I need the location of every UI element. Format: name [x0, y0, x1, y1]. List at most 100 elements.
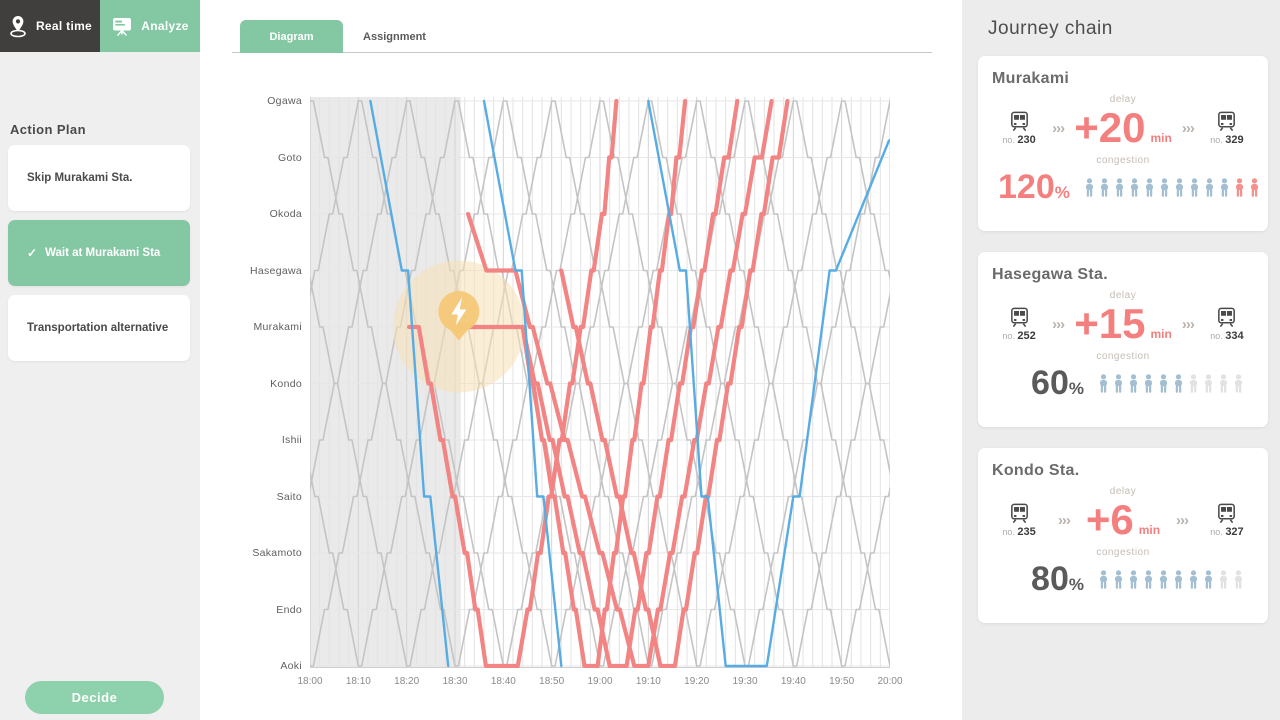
congestion-people-icons — [1097, 373, 1245, 393]
analyze-screen-icon — [113, 18, 132, 36]
tab-analyze[interactable]: Analyze — [100, 0, 200, 52]
chevron-right-icon: ››› — [1176, 511, 1189, 529]
person-icon — [1159, 373, 1168, 393]
delayed-late-climb-line — [559, 98, 790, 668]
congestion-row: 80% — [992, 562, 1254, 596]
journey-card-2[interactable]: Hasegawa Sta. delay no. 252 ››› +15 min … — [978, 252, 1268, 427]
scheduled-train-line — [310, 467, 360, 667]
train-from-block: no. 252 — [996, 306, 1042, 342]
delay-unit: min — [1150, 131, 1172, 145]
delay-label: delay — [1109, 94, 1137, 105]
train-to-number: no. 329 — [1210, 134, 1244, 146]
person-icon — [1099, 373, 1108, 393]
action-option-1[interactable]: Skip Murakami Sta. — [8, 145, 190, 211]
person-icon — [1204, 569, 1213, 589]
person-icon — [1189, 373, 1198, 393]
time-label-1930: 19:30 — [732, 676, 758, 687]
person-icon — [1174, 569, 1183, 589]
person-icon — [1130, 177, 1138, 197]
train-from-block: no. 235 — [996, 502, 1042, 538]
action-plan-options: Skip Murakami Sta. ✓ Wait at Murakami Sta T… — [8, 145, 190, 361]
congestion-label: congestion — [1096, 351, 1150, 362]
station-label-murakami: Murakami — [253, 321, 302, 333]
diagram-plot[interactable] — [310, 97, 890, 668]
diagram-tab-bar: Diagram Assignment — [240, 20, 446, 53]
time-label-1940: 19:40 — [780, 676, 806, 687]
train-icon — [1218, 503, 1236, 524]
action-option-3[interactable]: Transportation alternative — [8, 295, 190, 361]
scheduled-train-line — [310, 100, 456, 667]
action-plan-title: Action Plan — [10, 122, 86, 137]
train-icon — [1010, 111, 1028, 132]
person-icon — [1234, 373, 1243, 393]
delay-label: delay — [1109, 486, 1137, 497]
train-to-number: no. 334 — [1210, 330, 1244, 342]
person-icon — [1189, 569, 1198, 589]
journey-chain-panel: Journey chain Murakami delay no. 230 ›››… — [962, 0, 1280, 720]
congestion-label: congestion — [1096, 155, 1150, 166]
person-icon — [1204, 373, 1213, 393]
scheduled-train-line — [840, 100, 890, 283]
time-label-1850: 18:50 — [539, 676, 565, 687]
journey-card-station: Kondo Sta. — [992, 462, 1080, 479]
person-icon — [1129, 569, 1138, 589]
train-to-block: no. 329 — [1204, 110, 1250, 146]
person-icon — [1144, 569, 1153, 589]
action-option-label: Wait at Murakami Sta — [45, 247, 161, 259]
delay-label: delay — [1109, 290, 1137, 301]
station-label-kondo: Kondo — [270, 377, 302, 390]
time-label-1840: 18:40 — [490, 676, 516, 687]
action-option-2[interactable]: ✓ Wait at Murakami Sta — [8, 220, 190, 286]
station-label-aoki: Aoki — [280, 660, 302, 672]
action-option-label: Skip Murakami Sta. — [27, 172, 133, 184]
tab-real-time-label: Real time — [35, 19, 93, 33]
train-diagram-chart: Ogawa Goto Okoda Hasegawa Murakami Kondo Ishii… — [232, 60, 932, 710]
tab-diagram[interactable]: Diagram — [240, 20, 343, 53]
scheduled-train-line — [454, 100, 601, 667]
station-label-ishii: Ishii — [281, 434, 302, 446]
chevron-right-icon: ››› — [1181, 315, 1195, 333]
train-icon — [1010, 307, 1028, 328]
person-icon — [1115, 177, 1123, 197]
station-label-sakamoto: Sakamoto — [252, 547, 302, 559]
express-turnback-line — [647, 99, 890, 668]
person-icon — [1160, 177, 1168, 197]
person-icon — [1144, 373, 1153, 393]
person-icon — [1175, 177, 1183, 197]
tab-real-time[interactable]: Real time — [0, 0, 100, 52]
station-label-goto: Goto — [278, 151, 302, 164]
person-icon — [1099, 569, 1108, 589]
check-icon: ✓ — [27, 246, 38, 260]
person-icon — [1234, 569, 1243, 589]
journey-card-3[interactable]: Kondo Sta. delay no. 235 ››› +6 min ››› — [978, 448, 1268, 623]
express-down-2-line — [482, 99, 563, 668]
person-icon — [1100, 177, 1108, 197]
tab-separator — [232, 52, 932, 53]
station-label-endo: Endo — [276, 603, 302, 616]
delay-value: +6 — [1085, 496, 1134, 543]
delay-row: no. 252 ››› +15 min ››› no. 334 — [992, 303, 1254, 345]
journey-card-station: Hasegawa Sta. — [992, 266, 1108, 283]
time-label-1800: 18:00 — [297, 676, 323, 687]
tab-assignment[interactable]: Assignment — [363, 30, 426, 43]
time-label-1830: 18:30 — [442, 676, 468, 687]
congestion-value: 60% — [1031, 364, 1084, 402]
journey-card-1[interactable]: Murakami delay no. 230 ››› +20 min ››› — [978, 56, 1268, 231]
scheduled-train-line — [840, 484, 890, 667]
congestion-row: 120% — [992, 168, 1258, 206]
scheduled-train-line — [310, 100, 360, 300]
person-icon — [1114, 569, 1123, 589]
time-label-2000: 20:00 — [877, 676, 903, 687]
action-option-label: Transportation alternative — [27, 322, 169, 334]
congestion-value: 120% — [998, 168, 1070, 206]
incident-lightning-pin[interactable] — [438, 291, 480, 341]
action-plan-sidebar: Action Plan Skip Murakami Sta. ✓ Wait at M… — [0, 52, 200, 720]
decide-button[interactable]: Decide — [25, 681, 164, 714]
person-icon — [1145, 177, 1153, 197]
person-icon — [1205, 177, 1213, 197]
chevron-right-icon: ››› — [1057, 511, 1071, 529]
person-icon — [1219, 373, 1228, 393]
congestion-row: 60% — [992, 366, 1254, 400]
person-icon — [1159, 569, 1168, 589]
held-at-hasegawa-line — [466, 98, 774, 668]
